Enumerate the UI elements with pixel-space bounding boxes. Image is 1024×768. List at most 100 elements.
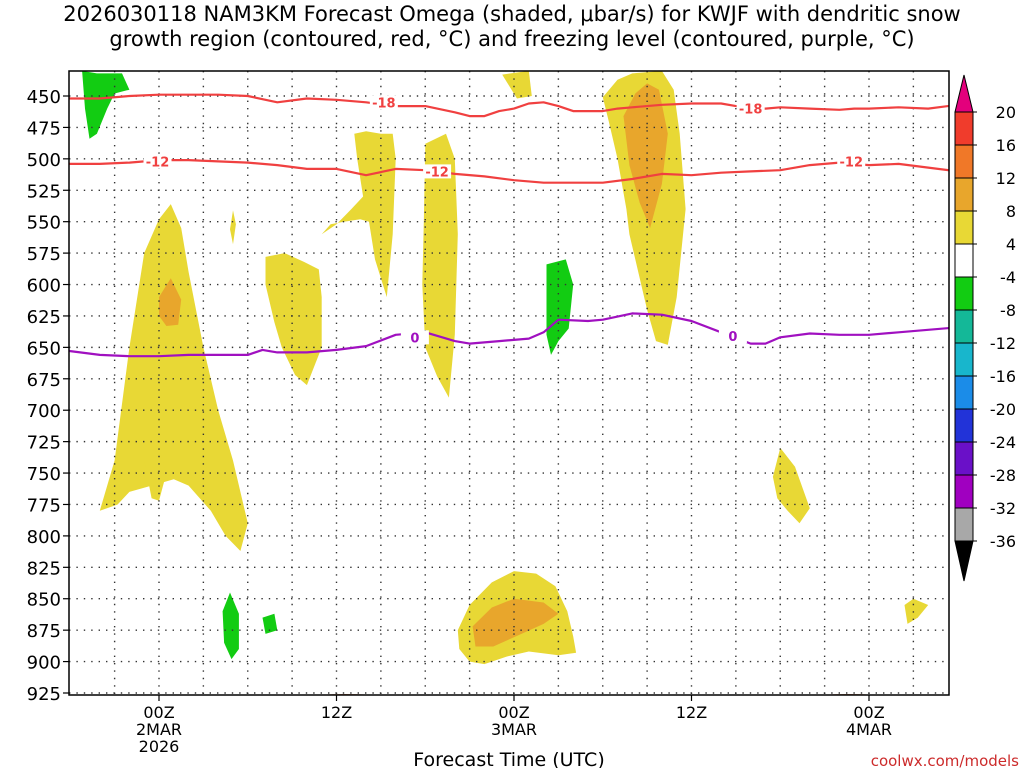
contour-label-bg	[0, 325, 6, 339]
gridlines	[69, 71, 949, 695]
contour-label: -12	[146, 155, 170, 170]
colorbar-label: 12	[996, 169, 1016, 188]
omega-region-15	[82, 71, 130, 139]
colorbar-bin	[954, 441, 974, 476]
y-axis: 450 475 500 525 550 575 600 625 650 675 700 725 750 7…	[27, 87, 69, 705]
omega-region-11	[904, 598, 929, 624]
contour-label-bg	[400, 330, 429, 345]
omega-region-0	[0, 410, 19, 630]
colorbar-label: -36	[990, 532, 1016, 551]
credit-text: coolwx.com/models	[871, 752, 1019, 768]
contour-line-2	[69, 312, 949, 358]
contour-label-bg	[143, 154, 172, 169]
x-tick-label: 12Z	[676, 703, 707, 722]
omega-region-2	[144, 447, 167, 501]
y-tick-label: 725	[27, 433, 61, 454]
colorbar: 20 16 12 8 4 -4 -8 -12 -16 -20 -24 -28 -32 -36	[954, 74, 1016, 582]
colorbar-bin	[954, 243, 974, 278]
y-tick-label: 850	[27, 590, 61, 611]
y-tick-label: 550	[27, 213, 61, 234]
colorbar-label: 16	[996, 136, 1016, 155]
colorbar-bin	[954, 507, 974, 542]
chart-title: 2026030118 NAM3KM Forecast Omega (shaded…	[0, 2, 1024, 52]
colorbar-bin	[954, 177, 974, 212]
contour-label: -18	[739, 103, 763, 118]
y-tick-label: 575	[27, 244, 61, 265]
colorbar-bin	[954, 210, 974, 245]
omega-region-6	[422, 133, 458, 398]
contour-label: -12	[425, 165, 449, 180]
colorbar-label: -24	[990, 433, 1016, 452]
colorbar-bin	[954, 276, 974, 311]
y-tick-label: 600	[27, 276, 61, 297]
omega-region-4	[265, 253, 322, 386]
colorbar-cap-top	[954, 74, 974, 113]
colorbar-bin	[954, 342, 974, 377]
colorbar-label: 20	[996, 103, 1016, 122]
colorbar-bin	[954, 408, 974, 443]
colorbar-label: -4	[1000, 268, 1016, 287]
x-tick-label: 00Z	[143, 703, 174, 722]
x-tick-label: 4MAR	[846, 720, 892, 739]
y-tick-label: 475	[27, 118, 61, 139]
y-tick-label: 900	[27, 653, 61, 674]
colorbar-cap-bottom	[954, 540, 974, 582]
y-tick-label: 625	[27, 307, 61, 328]
chart-title-line-1: 2026030118 NAM3KM Forecast Omega (shaded…	[63, 2, 961, 26]
plot-frame	[68, 70, 950, 696]
contour-line-0	[69, 93, 949, 118]
omega-region-12	[159, 278, 182, 326]
omega-region-14	[623, 83, 668, 229]
omega-region-10	[772, 447, 810, 524]
omega-shading	[0, 71, 929, 665]
colorbar-label: -16	[990, 367, 1016, 386]
colorbar-label: -8	[1000, 301, 1016, 320]
omega-region-18	[262, 613, 278, 634]
omega-region-17	[222, 592, 239, 660]
x-tick-label: 3MAR	[491, 720, 537, 739]
y-tick-label: 825	[27, 558, 61, 579]
colorbar-bin	[954, 144, 974, 179]
omega-region-19	[546, 259, 574, 355]
colorbar-label: -20	[990, 400, 1016, 419]
y-tick-label: 800	[27, 527, 61, 548]
omega-region-1	[99, 204, 248, 551]
temperature-contours: -18-18-12-12-12000	[0, 93, 949, 358]
colorbar-label: -12	[990, 334, 1016, 353]
omega-region-13	[472, 598, 559, 647]
y-tick-label: 875	[27, 621, 61, 642]
x-tick-label: 2MAR	[136, 720, 182, 739]
colorbar-bin	[954, 375, 974, 410]
y-tick-label: 500	[27, 150, 61, 171]
y-tick-label: 675	[27, 370, 61, 391]
contour-label-bg	[736, 101, 765, 116]
y-tick-label: 750	[27, 464, 61, 485]
contour-label-bg	[718, 329, 747, 344]
omega-region-5	[321, 131, 396, 298]
contour-label-bg	[369, 95, 398, 110]
contour-label-bg	[837, 154, 866, 169]
x-tick-label: 00Z	[498, 703, 529, 722]
omega-region-9	[502, 71, 532, 99]
contour-label: 0	[728, 330, 737, 345]
colorbar-label: 4	[1006, 235, 1016, 254]
colorbar-bin	[954, 309, 974, 344]
colorbar-bin	[954, 111, 974, 146]
x-tick-label: 12Z	[321, 703, 352, 722]
y-tick-label: 925	[27, 684, 61, 705]
colorbar-label: 8	[1006, 202, 1016, 221]
x-tick-label: 00Z	[853, 703, 884, 722]
contour-label: 0	[410, 331, 419, 346]
y-tick-label: 700	[27, 401, 61, 422]
colorbar-label: -28	[990, 466, 1016, 485]
x-tick-label: 2026	[139, 737, 180, 756]
y-tick-label: 775	[27, 495, 61, 516]
contour-label: -12	[840, 155, 864, 170]
colorbar-bin	[954, 474, 974, 509]
y-tick-label: 450	[27, 87, 61, 108]
omega-region-3	[230, 210, 236, 245]
contour-label: -18	[372, 96, 396, 111]
chart-title-line-2: growth region (contoured, red, °C) and f…	[109, 27, 915, 51]
